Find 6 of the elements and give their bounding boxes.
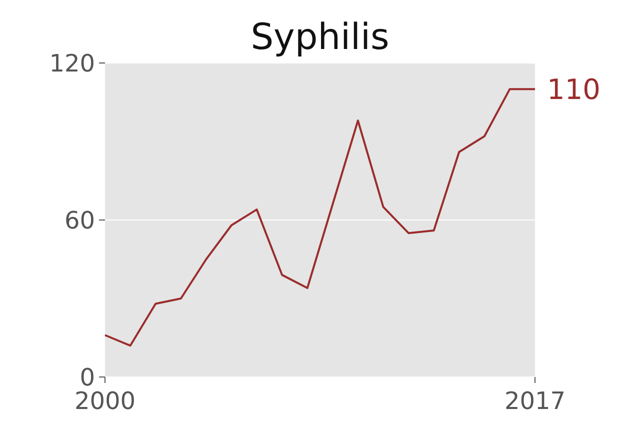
y-tick-label: 60 <box>64 206 95 234</box>
annotation: 110 <box>547 72 600 106</box>
y-tick-label: 120 <box>49 49 95 78</box>
x-tick-label: 2017 <box>504 387 566 415</box>
chart-title: Syphilis <box>250 17 390 58</box>
line-series <box>104 88 536 347</box>
